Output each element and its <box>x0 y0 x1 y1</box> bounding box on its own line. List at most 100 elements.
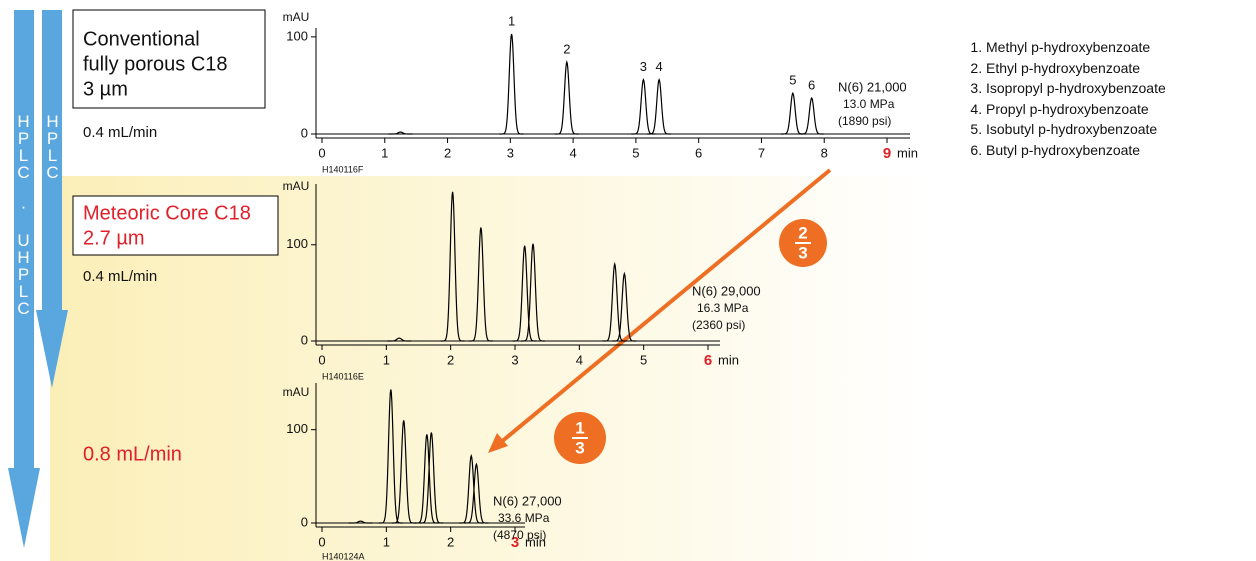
column-box <box>72 195 279 256</box>
x-tick-label: 4 <box>569 145 576 160</box>
y-tick-label: 0 <box>301 514 308 529</box>
x-tick-label: 1 <box>383 534 390 549</box>
peak-label: 5 <box>789 73 796 88</box>
peak <box>414 434 439 524</box>
peak <box>499 33 524 135</box>
x-tick-label: 3 <box>511 352 518 367</box>
peak <box>348 520 373 524</box>
column-label: Meteoric Core C18 <box>83 202 251 224</box>
annotation: N(6) 29,000 <box>692 283 761 298</box>
column-label: fully porous C18 <box>83 53 228 75</box>
x-tick-label: 0 <box>318 145 325 160</box>
peak <box>388 131 413 135</box>
x-tick-label: 6 <box>695 145 702 160</box>
side-arrow <box>8 10 40 548</box>
compound: Isobutyl p-hydroxybenzoate <box>986 119 1166 140</box>
y-axis-label: mAU <box>283 179 310 193</box>
peak-label: 6 <box>808 77 815 92</box>
annotation: (2360 psi) <box>692 318 745 332</box>
peak <box>419 432 444 524</box>
side-label: HPLC · UHPLC <box>14 112 33 316</box>
peak <box>512 245 537 342</box>
peak <box>780 91 805 135</box>
speedup-arrowhead <box>488 433 508 453</box>
peak <box>468 227 493 342</box>
compound: Butyl p-hydroxybenzoate <box>986 140 1166 161</box>
x-tick-label: 8 <box>821 145 828 160</box>
side-label: HPLC <box>43 112 62 180</box>
speedup-denominator: 3 <box>798 243 807 262</box>
annotation: 13.0 MPa <box>843 97 895 111</box>
peak <box>387 337 412 342</box>
y-tick-label: 0 <box>301 332 308 347</box>
annotation: (4870 psi) <box>493 528 546 542</box>
flow-rate: 0.8 mL/min <box>83 443 182 465</box>
y-axis-label: mAU <box>283 10 310 24</box>
y-axis-label: mAU <box>283 385 310 399</box>
annotation: N(6) 21,000 <box>838 79 907 94</box>
compound: Ethyl p-hydroxybenzoate <box>986 58 1166 79</box>
x-tick-label: 0 <box>318 534 325 549</box>
x-tick-label: 9 <box>883 145 891 162</box>
x-tick-label: 7 <box>758 145 765 160</box>
compound: Propyl p-hydroxybenzoate <box>986 99 1166 120</box>
y-tick-label: 0 <box>301 125 308 140</box>
flow-rate: 0.4 mL/min <box>83 124 157 141</box>
peak <box>554 60 579 135</box>
column-label: 3 µm <box>83 78 128 100</box>
x-tick-label: 1 <box>383 352 390 367</box>
x-axis-label: min <box>897 145 918 160</box>
compound: Methyl p-hydroxybenzoate <box>986 37 1166 58</box>
column-box <box>72 9 266 109</box>
column-label: 2.7 µm <box>83 227 145 249</box>
annotation: 33.6 MPa <box>498 511 550 525</box>
peak-label: 3 <box>640 59 647 74</box>
x-tick-label: 5 <box>640 352 647 367</box>
peak <box>378 389 403 524</box>
x-tick-label: 2 <box>447 534 454 549</box>
peak <box>521 243 546 342</box>
annotation: N(6) 27,000 <box>493 493 562 508</box>
peak <box>799 96 824 135</box>
chart-code: H140124A <box>322 551 365 561</box>
peak-label: 4 <box>655 59 662 74</box>
side-arrow <box>36 10 68 388</box>
column-label: Conventional <box>83 28 200 50</box>
peak <box>602 261 627 342</box>
x-axis-label: min <box>718 352 739 367</box>
peak <box>391 420 416 524</box>
peak <box>647 77 672 135</box>
chart-code: H140116E <box>322 371 364 381</box>
peak-label: 2 <box>563 42 570 57</box>
y-tick-label: 100 <box>286 421 308 436</box>
peak-label: 1 <box>508 13 515 28</box>
x-tick-label: 3 <box>507 145 514 160</box>
peak <box>631 77 656 135</box>
x-tick-label: 2 <box>444 145 451 160</box>
speedup-numerator: 1 <box>575 418 584 437</box>
x-tick-label: 1 <box>381 145 388 160</box>
annotation: (1890 psi) <box>838 114 891 128</box>
chart-code: H140116F <box>322 164 364 174</box>
x-tick-label: 3 <box>511 534 519 551</box>
compound: Isopropyl p-hydroxybenzoate <box>986 78 1166 99</box>
y-tick-label: 100 <box>286 236 308 251</box>
x-tick-label: 2 <box>447 352 454 367</box>
x-tick-label: 0 <box>318 352 325 367</box>
annotation: 16.3 MPa <box>697 301 749 315</box>
compound-list: Methyl p-hydroxybenzoateEthyl p-hydroxyb… <box>966 37 1166 160</box>
peak <box>612 271 637 342</box>
y-tick-label: 100 <box>286 28 308 43</box>
x-axis-label: min <box>525 534 546 549</box>
x-tick-label: 5 <box>632 145 639 160</box>
x-tick-label: 6 <box>704 352 712 369</box>
speedup-arrow <box>498 168 832 445</box>
speedup-numerator: 2 <box>798 223 807 242</box>
x-tick-label: 4 <box>576 352 583 367</box>
speedup-denominator: 3 <box>575 438 584 457</box>
peak <box>440 191 465 342</box>
peak <box>459 453 484 524</box>
peak <box>464 462 489 524</box>
